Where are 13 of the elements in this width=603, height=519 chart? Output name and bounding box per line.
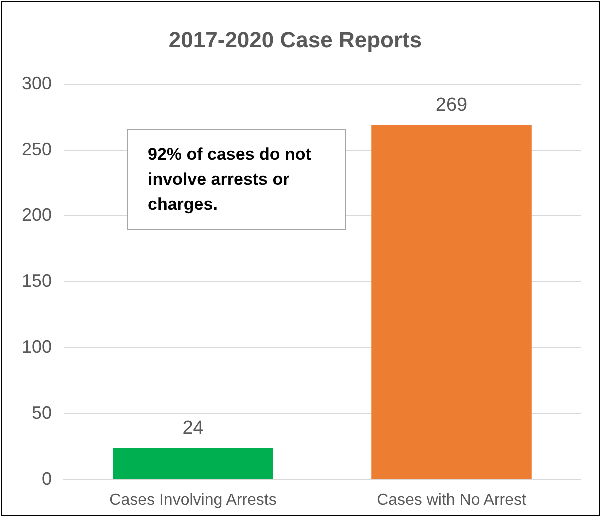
- y-tick-label: 300: [22, 73, 52, 94]
- data-label: 24: [182, 418, 204, 439]
- data-label: 269: [436, 94, 468, 116]
- x-tick-label: Cases Involving Arrests: [110, 492, 277, 509]
- y-tick-label: 150: [22, 271, 52, 292]
- y-tick-label: 200: [22, 205, 52, 226]
- y-tick-label: 0: [42, 468, 52, 489]
- text-box: 92% of cases do not involve arrests or charges.: [127, 129, 346, 230]
- chart-title: 2017-2020 Case Reports: [168, 27, 422, 52]
- y-tick-label: 100: [22, 336, 52, 357]
- y-tick-label: 50: [32, 402, 52, 423]
- y-tick-label: 250: [22, 139, 52, 160]
- x-tick-label: Cases with No Arrest: [377, 492, 527, 509]
